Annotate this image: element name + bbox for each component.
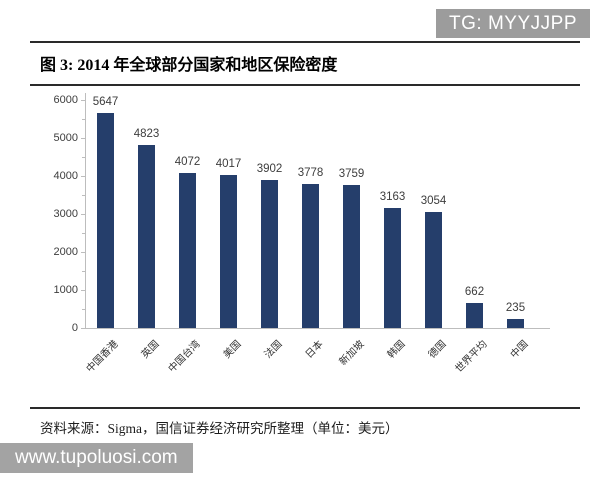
bar <box>179 173 196 328</box>
figure-title-block: 图 3: 2014 年全球部分国家和地区保险密度 <box>30 41 580 86</box>
bar-value-label: 3759 <box>338 168 365 181</box>
y-tick <box>82 271 85 272</box>
y-tick <box>81 328 85 329</box>
x-category-label: 中国台湾 <box>166 338 203 375</box>
bar-value-label: 3778 <box>297 167 324 180</box>
y-tick <box>82 119 85 120</box>
figure-title: 图 3: 2014 年全球部分国家和地区保险密度 <box>40 57 338 74</box>
bar <box>425 211 442 328</box>
y-tick <box>81 214 85 215</box>
bar-value-label: 4823 <box>133 127 160 140</box>
y-tick <box>81 100 85 101</box>
x-category-label: 英国 <box>139 338 162 361</box>
bar-value-label: 5647 <box>92 96 119 109</box>
x-category-label: 日本 <box>303 338 326 361</box>
x-category-label: 韩国 <box>385 338 408 361</box>
bar <box>466 302 483 328</box>
y-tick-label: 5000 <box>53 131 78 144</box>
bar <box>507 319 524 328</box>
y-tick-label: 1000 <box>53 283 78 296</box>
bar-value-label: 3163 <box>379 190 406 203</box>
bar <box>343 185 360 328</box>
y-tick <box>82 157 85 158</box>
source-note: 资料来源：Sigma，国信证券经济研究所整理（单位：美元） <box>30 407 580 437</box>
bar-chart: 0 1000 2000 3000 4000 5000 6000 5647 中国香港 4823 英国 4… <box>30 88 575 406</box>
bar-value-label: 235 <box>505 302 526 315</box>
y-tick <box>81 176 85 177</box>
bar-value-label: 662 <box>464 285 485 298</box>
y-tick-label: 3000 <box>53 207 78 220</box>
telegram-badge: TG: MYYJJPP <box>436 9 590 38</box>
x-category-label: 中国 <box>508 338 531 361</box>
y-tick <box>82 233 85 234</box>
x-axis-line <box>85 328 550 329</box>
source-text: 资料来源：Sigma，国信证券经济研究所整理（单位：美元） <box>40 421 399 436</box>
bar <box>384 207 401 328</box>
y-tick-label: 2000 <box>53 245 78 258</box>
bar <box>97 113 114 328</box>
y-tick <box>82 195 85 196</box>
x-category-label: 美国 <box>221 338 244 361</box>
watermark: www.tupoluosi.com <box>0 443 193 473</box>
y-tick <box>81 252 85 253</box>
y-tick <box>81 290 85 291</box>
bar <box>302 184 319 328</box>
x-category-label: 德国 <box>426 338 449 361</box>
bar <box>220 175 237 328</box>
bar-value-label: 4072 <box>174 156 201 169</box>
x-category-label: 法国 <box>262 338 285 361</box>
x-category-label: 中国香港 <box>84 338 121 375</box>
y-tick <box>81 138 85 139</box>
bar <box>261 179 278 328</box>
bar-value-label: 3902 <box>256 162 283 175</box>
x-category-label: 世界平均 <box>453 338 490 375</box>
bar-value-label: 4017 <box>215 158 242 171</box>
bar-value-label: 3054 <box>420 194 447 207</box>
y-tick-label: 0 <box>71 321 78 334</box>
y-axis-line <box>85 93 86 328</box>
bar <box>138 144 155 328</box>
y-tick <box>82 309 85 310</box>
y-tick-label: 4000 <box>53 169 78 182</box>
y-tick-label: 6000 <box>53 93 78 106</box>
x-category-label: 新加坡 <box>337 338 367 368</box>
